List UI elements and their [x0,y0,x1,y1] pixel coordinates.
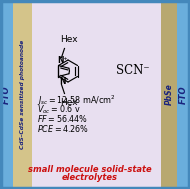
Text: $\it{PCE}$$\rm{ = 4.26\%}$: $\it{PCE}$$\rm{ = 4.26\%}$ [37,122,89,133]
Bar [177,0,190,189]
Bar [161,0,177,189]
Text: electrolytes: electrolytes [62,174,118,183]
Text: Hex: Hex [60,98,77,107]
Bar [32,0,161,189]
Text: SCN⁻: SCN⁻ [116,64,150,77]
Text: small molecule solid-state: small molecule solid-state [28,164,152,174]
Bar [13,0,32,189]
Text: FTO: FTO [179,85,188,104]
Text: PbSe: PbSe [165,84,173,105]
Text: Hex: Hex [60,35,77,44]
Text: $\it{FF}$$\rm{ = 56.44\%}$: $\it{FF}$$\rm{ = 56.44\%}$ [37,114,88,125]
Bar [0,0,13,189]
Text: CdS-CdSe sensitized photoanode: CdS-CdSe sensitized photoanode [20,40,25,149]
Text: N⁺: N⁺ [57,56,68,65]
Text: N: N [59,77,66,86]
Text: FTO: FTO [2,85,11,104]
Text: $\it{V}_{oc}$$\rm{ = 0.6\ v}$: $\it{V}_{oc}$$\rm{ = 0.6\ v}$ [37,104,81,116]
Text: $\it{J}_{sc}$$\rm{ = 12.58\ mA/cm^2}$: $\it{J}_{sc}$$\rm{ = 12.58\ mA/cm^2}$ [37,94,116,108]
